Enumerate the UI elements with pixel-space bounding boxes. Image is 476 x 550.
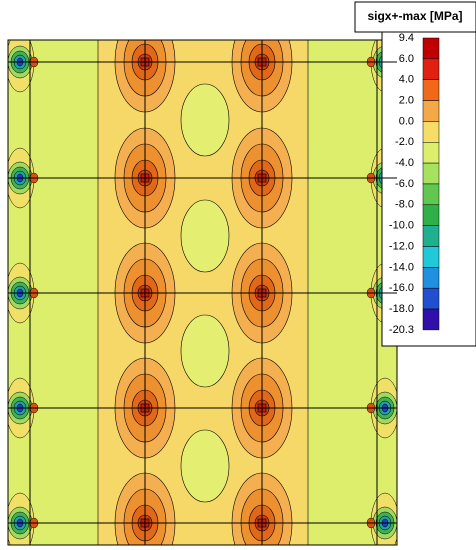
low-stress-zone	[180, 83, 230, 157]
legend-swatch	[422, 142, 440, 164]
legend-swatch	[422, 287, 440, 310]
legend-swatch	[422, 58, 440, 80]
legend-swatch	[422, 267, 440, 289]
legend-swatch	[422, 121, 440, 143]
legend-swatch	[422, 225, 440, 247]
legend-swatch	[422, 37, 440, 60]
legend-swatch	[422, 100, 440, 122]
contour-plot	[8, 40, 397, 545]
legend-label: 6.0	[399, 53, 414, 65]
legend-swatch	[422, 162, 440, 185]
legend-label: 0.0	[399, 115, 414, 127]
legend-label: -14.0	[389, 261, 414, 273]
legend-label: -6.0	[395, 178, 414, 190]
legend-label: 4.0	[399, 74, 414, 86]
legend-title: sigx+-max [MPa]	[367, 9, 462, 23]
legend-label: 2.0	[399, 94, 414, 106]
legend-swatch	[422, 79, 440, 101]
legend-label: -18.0	[389, 303, 414, 315]
legend-label: -4.0	[395, 157, 414, 169]
legend-label: 9.4	[399, 32, 414, 44]
low-stress-zone	[180, 429, 230, 503]
legend-label: -10.0	[389, 220, 414, 232]
legend-label: -2.0	[395, 136, 414, 148]
legend-label: -12.0	[389, 240, 414, 252]
low-stress-zone	[180, 199, 230, 273]
legend-swatch	[422, 204, 440, 226]
legend-swatch	[422, 183, 440, 206]
legend-title-box	[354, 1, 476, 33]
legend-label: -20.3	[389, 324, 414, 336]
legend-swatch	[422, 308, 440, 331]
low-stress-zone	[180, 314, 230, 388]
legend-swatch	[422, 246, 440, 268]
legend-label: -8.0	[395, 199, 414, 211]
legend-label: -16.0	[389, 282, 414, 294]
